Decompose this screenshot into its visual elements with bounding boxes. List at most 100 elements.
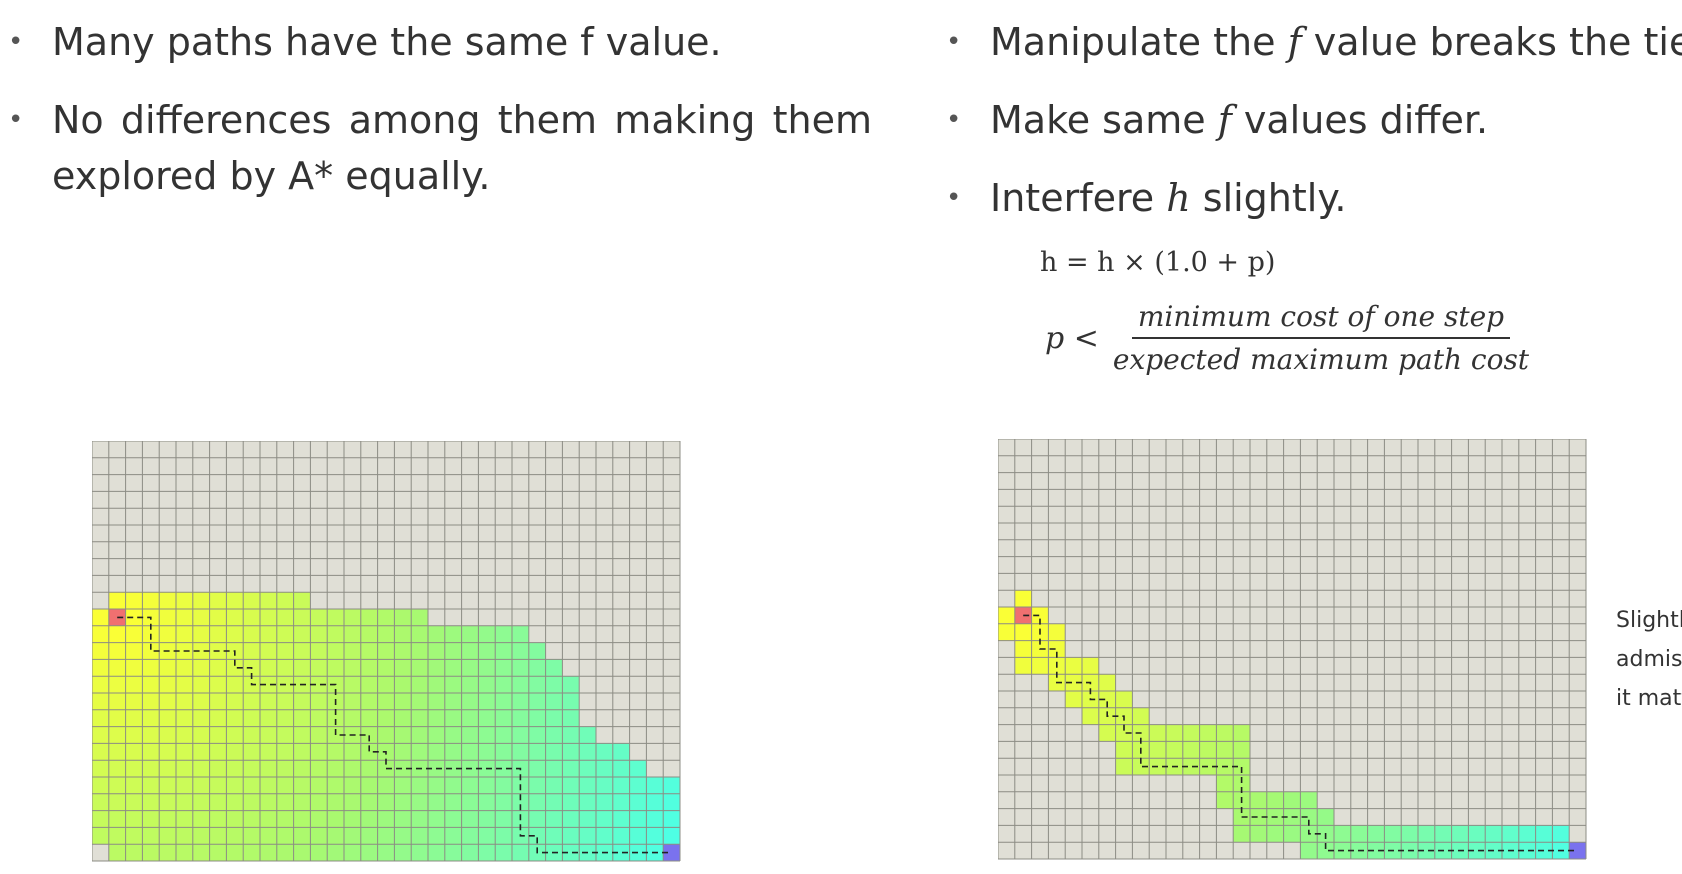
explored-cell bbox=[377, 693, 395, 710]
explored-cell bbox=[243, 844, 260, 861]
explored-cell bbox=[327, 827, 344, 845]
explored-cell bbox=[142, 743, 160, 761]
explored-cell bbox=[478, 810, 496, 828]
explored-cell bbox=[545, 693, 563, 710]
bullet-manipulate-f: Manipulate the f value breaks the tie. bbox=[946, 14, 1682, 70]
explored-cell bbox=[411, 642, 428, 660]
explored-cell bbox=[176, 676, 193, 693]
explored-cell bbox=[176, 827, 193, 845]
explored-cell bbox=[159, 777, 176, 794]
explored-cell bbox=[344, 760, 361, 777]
explored-cell bbox=[176, 793, 193, 811]
explored-cell bbox=[461, 642, 479, 660]
explored-cell bbox=[92, 642, 109, 660]
explored-cell bbox=[92, 693, 109, 710]
explored-cell bbox=[1350, 825, 1368, 843]
explored-cell bbox=[411, 793, 428, 811]
explored-cell bbox=[461, 844, 479, 861]
bullet-text-after: slightly. bbox=[1190, 176, 1347, 220]
explored-cell bbox=[108, 844, 126, 861]
explored-cell bbox=[579, 810, 596, 828]
explored-cell bbox=[411, 810, 428, 828]
explored-cell bbox=[512, 659, 529, 677]
explored-cell bbox=[125, 609, 143, 626]
explored-cell bbox=[528, 726, 546, 744]
explored-cell bbox=[276, 609, 294, 626]
explored-cell bbox=[646, 810, 664, 828]
explored-cell bbox=[461, 743, 479, 761]
explored-cell bbox=[92, 609, 109, 626]
explored-cell bbox=[176, 625, 193, 643]
goal-cell bbox=[1569, 842, 1586, 859]
explored-cell bbox=[495, 709, 512, 727]
explored-cell bbox=[159, 827, 176, 845]
explored-cell bbox=[327, 642, 344, 660]
explored-cell bbox=[629, 760, 647, 777]
right-bullet-list: Manipulate the f value breaks the tie. M… bbox=[946, 14, 1682, 248]
explored-cell bbox=[461, 676, 479, 693]
explored-cell bbox=[159, 844, 176, 861]
explored-cell bbox=[1283, 791, 1301, 809]
explored-cell bbox=[562, 793, 580, 811]
explored-cell bbox=[562, 777, 580, 794]
explored-cell bbox=[327, 810, 344, 828]
explored-cell bbox=[495, 693, 512, 710]
explored-cell bbox=[344, 743, 361, 761]
explored-cell bbox=[411, 659, 428, 677]
explored-cell bbox=[998, 607, 1015, 624]
explored-cell bbox=[1233, 724, 1250, 742]
explored-cell bbox=[276, 844, 294, 861]
explored-cell bbox=[108, 726, 126, 744]
explored-cell bbox=[243, 743, 260, 761]
explored-cell bbox=[209, 844, 227, 861]
explored-cell bbox=[478, 827, 496, 845]
explored-cell bbox=[579, 793, 596, 811]
start-cell bbox=[1014, 607, 1032, 624]
explored-cell bbox=[192, 827, 210, 845]
explored-cell bbox=[293, 760, 311, 777]
explored-cell bbox=[1132, 758, 1150, 775]
explored-cell bbox=[1216, 791, 1234, 809]
explored-cell bbox=[377, 642, 395, 660]
explored-cell bbox=[276, 642, 294, 660]
explored-cell bbox=[579, 743, 596, 761]
explored-cell bbox=[495, 827, 512, 845]
explored-cell bbox=[176, 592, 193, 609]
explored-cell bbox=[579, 827, 596, 845]
explored-cell bbox=[428, 844, 445, 861]
explored-cell bbox=[125, 659, 143, 677]
explored-cell bbox=[1199, 724, 1217, 742]
explored-cell bbox=[108, 810, 126, 828]
explored-cell bbox=[243, 642, 260, 660]
explored-cell bbox=[142, 726, 160, 744]
explored-cell bbox=[293, 709, 311, 727]
explored-cell bbox=[428, 693, 445, 710]
explored-cell bbox=[310, 844, 328, 861]
explored-cell bbox=[176, 844, 193, 861]
explored-cell bbox=[461, 659, 479, 677]
explored-cell bbox=[1065, 657, 1082, 675]
explored-cell bbox=[209, 793, 227, 811]
explored-cell bbox=[92, 777, 109, 794]
explored-cell bbox=[1182, 758, 1200, 775]
explored-cell bbox=[478, 625, 496, 643]
explored-cell bbox=[461, 793, 479, 811]
explored-cell bbox=[1216, 741, 1234, 759]
explored-cell bbox=[192, 793, 210, 811]
explored-cell bbox=[243, 709, 260, 727]
explored-cell bbox=[512, 676, 529, 693]
explored-cell bbox=[629, 777, 647, 794]
explored-cell bbox=[562, 743, 580, 761]
explored-cell bbox=[394, 777, 412, 794]
explored-cell bbox=[579, 726, 596, 744]
explored-cell bbox=[327, 709, 344, 727]
explored-cell bbox=[495, 726, 512, 744]
explored-cell bbox=[1535, 825, 1553, 843]
explored-cell bbox=[360, 760, 378, 777]
explored-cell bbox=[444, 625, 462, 643]
explored-cell bbox=[176, 709, 193, 727]
explored-cell bbox=[176, 810, 193, 828]
explored-cell bbox=[629, 844, 647, 861]
explored-cell bbox=[327, 743, 344, 761]
explored-cell bbox=[260, 625, 277, 643]
